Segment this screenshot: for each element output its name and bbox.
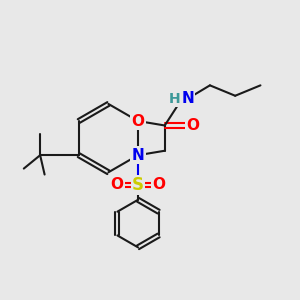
Text: N: N <box>181 91 194 106</box>
Text: O: O <box>111 177 124 192</box>
Text: O: O <box>187 118 200 133</box>
Text: N: N <box>132 148 144 163</box>
Text: H: H <box>169 92 180 106</box>
Text: S: S <box>132 176 144 194</box>
Text: O: O <box>152 177 165 192</box>
Text: O: O <box>131 113 145 128</box>
